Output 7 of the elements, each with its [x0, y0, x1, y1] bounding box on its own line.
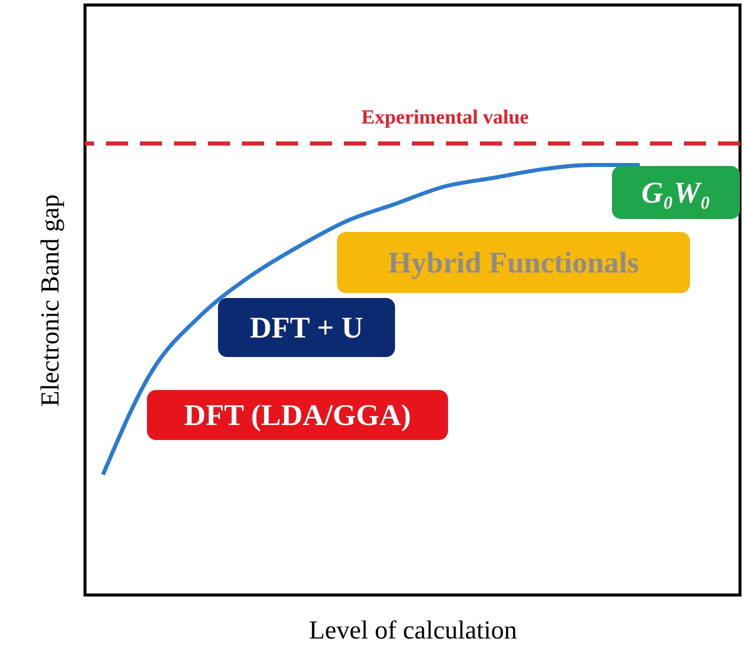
- annotation: G₀W₀: [641, 176, 711, 210]
- x-axis-title: Level of calculation: [309, 616, 517, 644]
- annotation: Hybrid Functionals: [388, 246, 639, 280]
- annotation: DFT + U: [250, 312, 364, 344]
- annotation: DFT (LDA/GGA): [184, 399, 411, 432]
- ref-line-label: Experimental value: [361, 106, 529, 128]
- y-axis-title: Electronic Band gap: [36, 194, 64, 407]
